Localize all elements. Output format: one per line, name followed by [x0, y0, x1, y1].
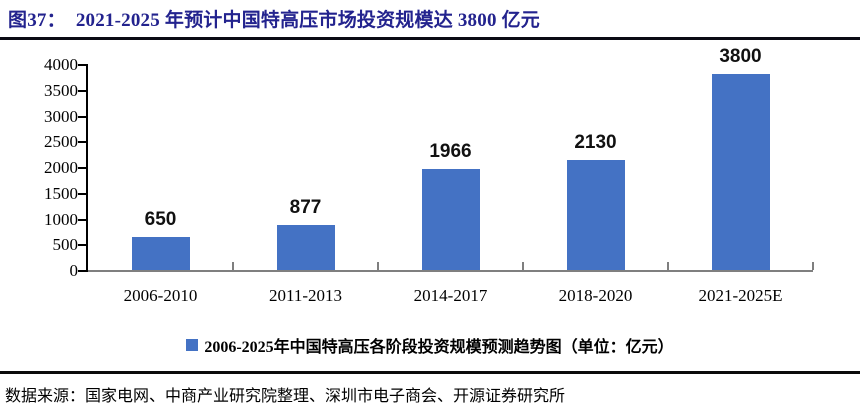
- y-tick-label: 2500: [44, 132, 78, 152]
- y-tick-mark: [78, 167, 86, 169]
- x-tick-mark: [522, 262, 524, 270]
- legend-label: 2006-2025年中国特高压各阶段投资规模预测趋势图（单位：亿元）: [204, 339, 674, 356]
- x-tick-mark: [667, 262, 669, 270]
- data-source-note: 数据来源：国家电网、中商产业研究院整理、深圳市电子商会、开源证券研究所: [5, 388, 566, 405]
- y-tick-label: 500: [52, 235, 79, 255]
- x-tick-mark: [377, 262, 379, 270]
- y-tick-mark: [78, 115, 86, 118]
- bar-value-label: 650: [144, 208, 177, 230]
- y-tick-mark: [78, 141, 86, 144]
- x-axis-line: [88, 270, 813, 272]
- y-tick-label: 1000: [44, 209, 78, 229]
- legend-swatch-icon: [186, 339, 199, 351]
- y-tick-mark: [78, 64, 86, 66]
- x-tick-mark: [812, 262, 814, 270]
- footer-divider-rule: [0, 371, 860, 374]
- bar-2021-2025E: [711, 74, 770, 270]
- y-tick-mark: [78, 270, 86, 272]
- x-axis-category-label: 2021-2025E: [698, 286, 783, 305]
- bar-value-label: 877: [289, 196, 322, 218]
- y-axis-line: [86, 64, 88, 272]
- plot-area: 0 500 1000 1500 2000 2500 3000 3500 4000 650 2006-…: [0, 40, 860, 370]
- y-tick-mark: [78, 218, 86, 221]
- bar-value-label: 1966: [429, 140, 472, 162]
- bar-2011-2013: [276, 224, 335, 270]
- y-tick-mark: [78, 192, 86, 195]
- y-tick-mark: [78, 89, 86, 92]
- y-tick-mark: [78, 244, 86, 247]
- bar-value-label: 3800: [719, 46, 762, 68]
- x-axis-category-label: 2014-2017: [413, 286, 488, 305]
- figure-title: 图37： 2021-2025 年预计中国特高压市场投资规模达 3800 亿元: [8, 5, 854, 32]
- y-tick-label: 2000: [44, 158, 78, 177]
- x-axis-category-label: 2006-2010: [123, 286, 198, 305]
- figure-title-text: 2021-2025 年预计中国特高压市场投资规模达 3800 亿元: [75, 10, 540, 31]
- x-axis-category-label: 2018-2020: [558, 286, 633, 305]
- bar-2006-2010: [131, 236, 190, 270]
- y-tick-label: 4000: [44, 55, 78, 74]
- y-tick-label: 3500: [44, 80, 78, 100]
- title-divider-rule: [0, 37, 860, 40]
- figure-number: 图37：: [8, 10, 66, 31]
- chart-legend: 2006-2025年中国特高压各阶段投资规模预测趋势图（单位：亿元）: [0, 334, 860, 356]
- x-tick-mark: [232, 262, 234, 270]
- y-tick-label: 3000: [44, 106, 78, 126]
- y-tick-label: 1500: [44, 183, 78, 203]
- bar-value-label: 2130: [574, 132, 617, 154]
- x-axis-category-label: 2011-2013: [268, 286, 343, 305]
- bar-2018-2020: [566, 160, 625, 270]
- y-tick-label: 0: [69, 261, 79, 280]
- bar-2014-2017: [421, 168, 480, 270]
- bar-chart: 0 500 1000 1500 2000 2500 3000 3500 4000 650 2006-…: [0, 40, 860, 370]
